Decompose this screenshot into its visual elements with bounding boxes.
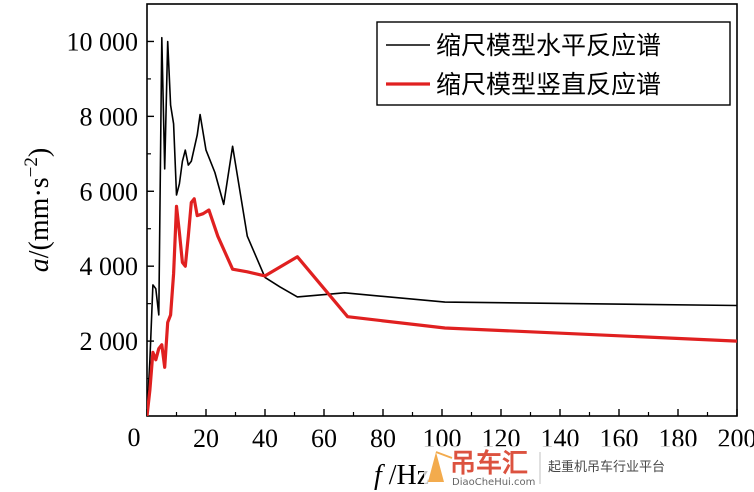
x-tick-label: 20 — [193, 424, 219, 453]
y-tick-label: 6 000 — [80, 177, 139, 206]
y-tick-label: 10 000 — [67, 27, 139, 56]
legend: 缩尺模型水平反应谱 缩尺模型竖直反应谱 — [376, 21, 731, 106]
y-axis-title: a/(mm·s−2) — [21, 148, 55, 272]
x-tick-label: 60 — [311, 424, 337, 453]
x-tick-label: 80 — [370, 424, 396, 453]
watermark-site: DiaoCheHui.com — [452, 477, 535, 488]
y-axis-tick-labels: 2 000 4 000 6 000 8 000 10 000 — [67, 27, 139, 356]
x-tick-label: 40 — [252, 424, 278, 453]
legend-box — [376, 21, 731, 106]
y-tick-label: 2 000 — [80, 327, 139, 356]
x-axis-title: f /Hz — [374, 460, 429, 491]
series-line-0 — [147, 36, 737, 416]
y-tick-label: 4 000 — [80, 252, 139, 281]
watermark-slogan: 起重机吊车行业平台 — [548, 459, 665, 475]
x-axis-ticks — [146, 409, 738, 416]
watermark-brand: 吊车汇 — [450, 448, 528, 479]
origin-label: 0 — [128, 423, 141, 452]
series-line-1 — [147, 197, 737, 416]
legend-label-vertical: 缩尺模型竖直反应谱 — [436, 70, 661, 99]
series-layer — [147, 36, 737, 416]
watermark: 吊车汇 DiaoCheHui.com 起重机吊车行业平台 — [424, 446, 750, 490]
crane-logo-icon — [428, 451, 453, 482]
legend-label-horizontal: 缩尺模型水平反应谱 — [436, 31, 661, 60]
y-tick-label: 8 000 — [80, 102, 139, 131]
